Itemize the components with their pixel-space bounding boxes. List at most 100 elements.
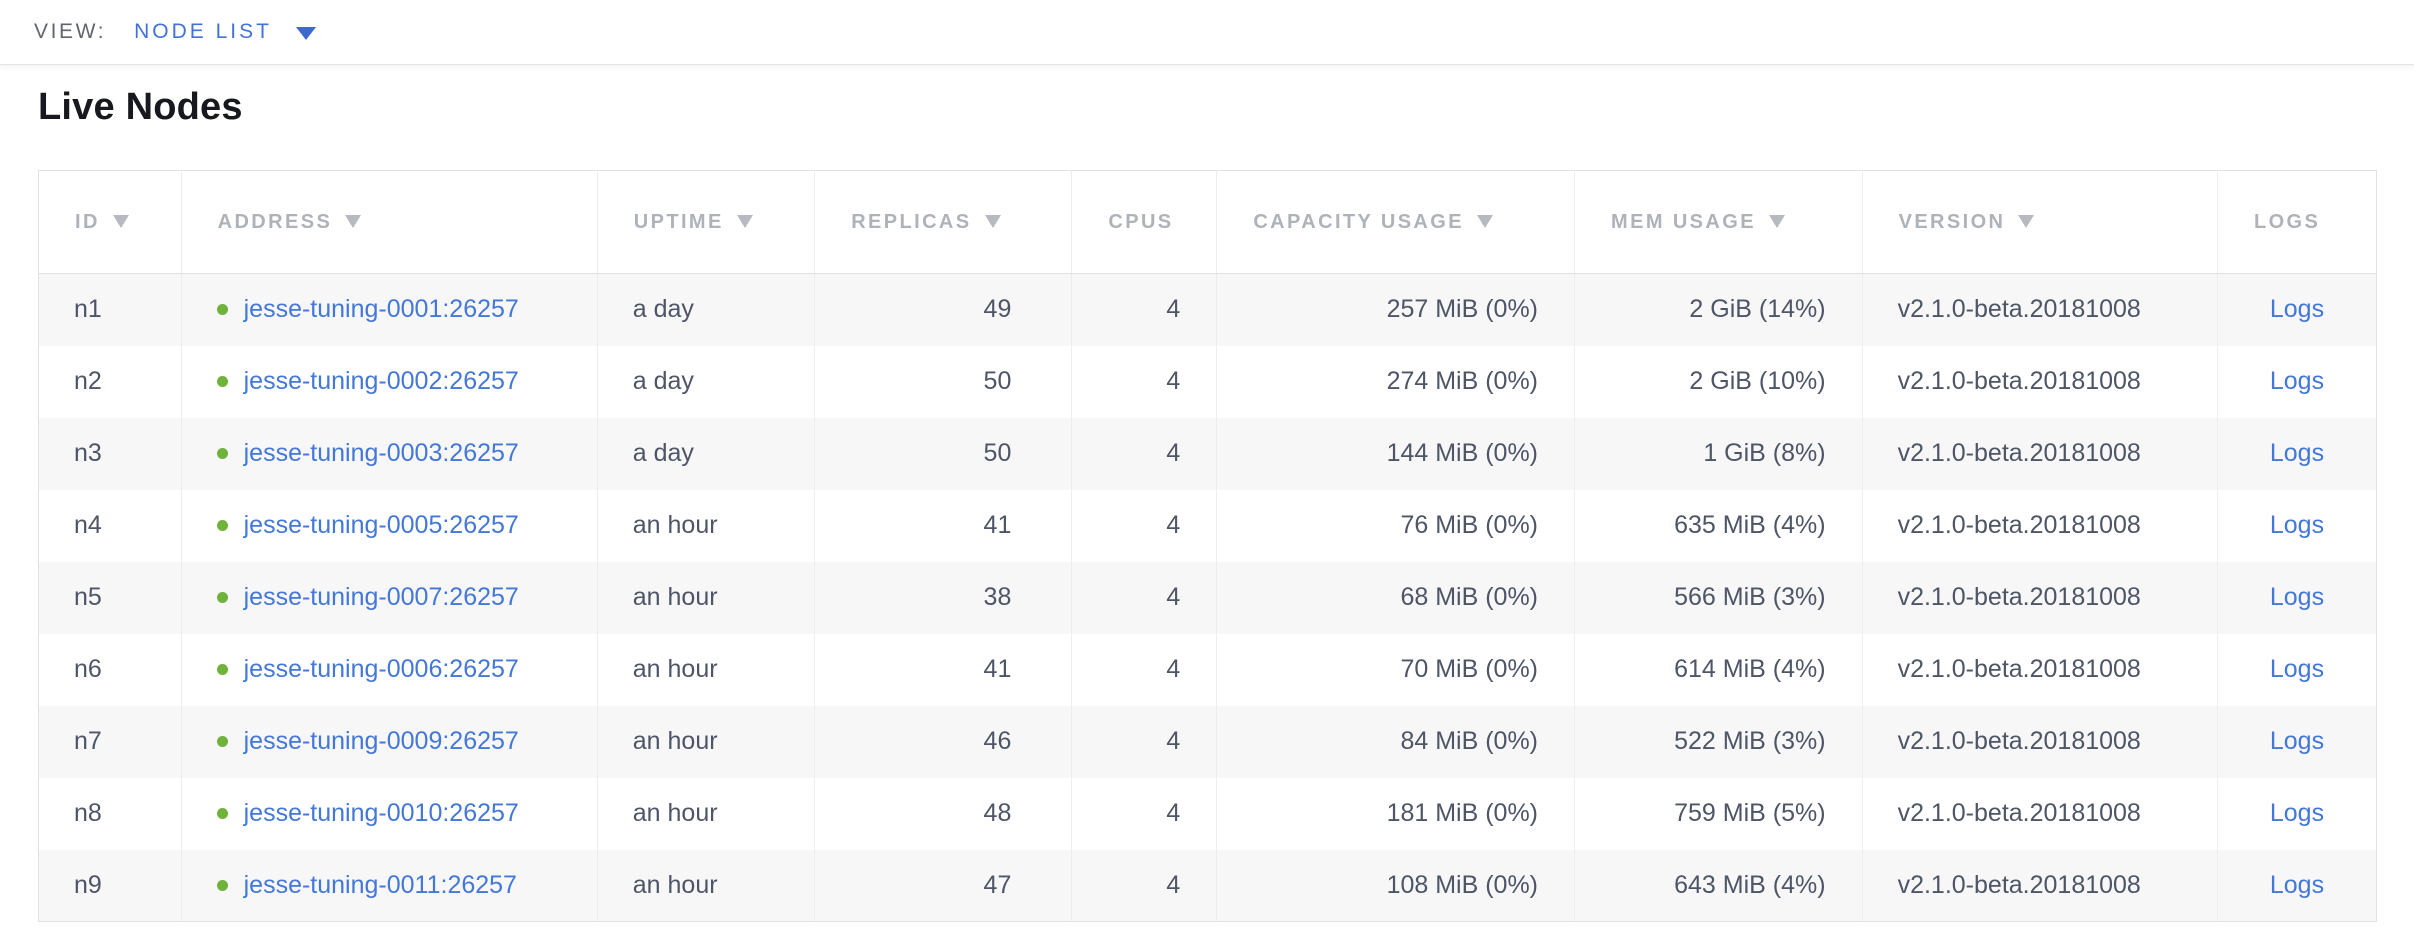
cell-address: jesse-tuning-0007:26257 [181,561,598,634]
cell-mem: 635 MiB (4%) [1574,489,1863,562]
column-header-mem[interactable]: MEM USAGE [1574,170,1863,274]
cell-uptime: a day [597,417,816,490]
cell-capacity: 76 MiB (0%) [1216,489,1576,562]
cell-value: n3 [74,439,102,467]
cell-value: 4 [1166,295,1181,324]
node-logs-link[interactable]: Logs [2269,295,2325,324]
cell-cpus: 4 [1071,705,1218,778]
cell-logs: Logs [2217,345,2377,418]
live-status-dot [216,592,228,603]
cell-value: v2.1.0-beta.20181008 [1897,511,2141,539]
cell-logs: Logs [2217,417,2377,490]
cell-version: v2.1.0-beta.20181008 [1862,633,2218,706]
column-header-capacity[interactable]: CAPACITY USAGE [1216,170,1576,274]
node-address-link[interactable]: jesse-tuning-0005:26257 [243,511,519,539]
address-cell: jesse-tuning-0009:26257 [216,727,597,756]
cell-value: n6 [74,655,102,683]
cell-value: a day [632,295,694,324]
node-address-link[interactable]: jesse-tuning-0003:26257 [243,439,519,467]
node-logs-link[interactable]: Logs [2269,799,2325,827]
node-logs-link[interactable]: Logs [2269,727,2325,755]
live-status-dot [216,304,228,316]
column-header-label: UPTIME [633,210,724,233]
cell-logs: Logs [2217,561,2377,634]
cell-value: 4 [1166,870,1181,899]
cell-mem: 759 MiB (5%) [1574,777,1863,850]
cell-value: an hour [632,870,718,899]
column-header-label: ADDRESS [217,210,333,233]
cell-mem: 522 MiB (3%) [1574,705,1863,778]
view-selector-dropdown[interactable]: NODE LIST [134,20,316,44]
node-address-link[interactable]: jesse-tuning-0006:26257 [243,655,519,683]
column-header-version[interactable]: VERSION [1862,170,2218,274]
cell-version: v2.1.0-beta.20181008 [1862,561,2218,634]
node-logs-link[interactable]: Logs [2269,367,2325,395]
node-address-link[interactable]: jesse-tuning-0009:26257 [243,727,519,755]
cell-id: n7 [38,705,182,778]
node-address-link[interactable]: jesse-tuning-0011:26257 [243,870,517,899]
cell-value: v2.1.0-beta.20181008 [1897,439,2141,467]
cell-capacity: 181 MiB (0%) [1216,777,1576,850]
node-address-link[interactable]: jesse-tuning-0001:26257 [243,295,519,324]
cell-logs: Logs [2217,633,2377,706]
cell-version: v2.1.0-beta.20181008 [1862,489,2218,562]
cell-version: v2.1.0-beta.20181008 [1862,849,2218,922]
cell-value: n4 [74,511,102,539]
node-logs-link[interactable]: Logs [2269,583,2325,611]
column-header-logs: LOGS [2217,170,2377,274]
table-row: n9 jesse-tuning-0011:26257 an hour 47 4 108 M… [38,849,2377,922]
live-status-dot [216,448,228,459]
cell-value: 38 [983,583,1012,611]
sort-desc-icon [984,214,1001,228]
cell-mem: 614 MiB (4%) [1574,633,1863,706]
cell-value: 108 MiB (0%) [1386,870,1539,899]
sort-desc-icon [112,214,129,228]
cell-value: v2.1.0-beta.20181008 [1897,799,2141,827]
node-address-link[interactable]: jesse-tuning-0002:26257 [243,367,519,395]
node-address-link[interactable]: jesse-tuning-0007:26257 [243,583,519,611]
address-cell: jesse-tuning-0007:26257 [216,583,597,612]
table-header-row: ID ADDRESS UPTIME REPLICAS CPUS CAPACITY USAG… [38,170,2377,274]
column-header-label: MEM USAGE [1611,210,1756,233]
column-header-address[interactable]: ADDRESS [181,170,598,274]
cell-version: v2.1.0-beta.20181008 [1862,273,2218,346]
cell-value: n5 [74,583,102,611]
view-bar: VIEW: NODE LIST [0,0,2414,65]
node-address-link[interactable]: jesse-tuning-0010:26257 [243,799,519,827]
cell-value: 76 MiB (0%) [1400,511,1539,539]
view-label: VIEW: [34,20,107,43]
cell-mem: 1 GiB (8%) [1574,417,1863,490]
column-header-label: VERSION [1898,210,2006,233]
cell-capacity: 108 MiB (0%) [1216,849,1576,922]
table-row: n3 jesse-tuning-0003:26257 a day 50 4 144 MiB… [38,417,2377,490]
node-logs-link[interactable]: Logs [2269,511,2325,539]
table-body: n1 jesse-tuning-0001:26257 a day 49 4 257 MiB… [38,273,2377,922]
cell-value: v2.1.0-beta.20181008 [1897,367,2141,395]
column-header-replicas[interactable]: REPLICAS [814,170,1073,274]
cell-id: n6 [38,633,182,706]
cell-value: 144 MiB (0%) [1386,439,1539,467]
cell-replicas: 47 [814,849,1073,922]
cell-cpus: 4 [1071,345,1218,418]
column-header-label: CPUS [1108,210,1174,233]
cell-uptime: an hour [597,849,816,922]
node-logs-link[interactable]: Logs [2269,870,2325,899]
cell-capacity: 257 MiB (0%) [1216,273,1576,346]
cell-value: 84 MiB (0%) [1400,727,1539,755]
column-header-id[interactable]: ID [38,170,182,274]
cell-value: 4 [1166,511,1181,539]
cell-value: 68 MiB (0%) [1400,583,1539,611]
cell-mem: 643 MiB (4%) [1574,849,1863,922]
cell-address: jesse-tuning-0003:26257 [181,417,598,490]
address-cell: jesse-tuning-0010:26257 [216,799,597,828]
sort-desc-icon [736,214,753,228]
node-logs-link[interactable]: Logs [2269,655,2325,683]
live-nodes-table: ID ADDRESS UPTIME REPLICAS CPUS CAPACITY USAG… [38,170,2377,922]
node-logs-link[interactable]: Logs [2269,439,2325,467]
chevron-down-icon [295,27,316,40]
cell-value: an hour [632,583,718,611]
cell-version: v2.1.0-beta.20181008 [1862,345,2218,418]
column-header-uptime[interactable]: UPTIME [597,170,816,274]
table-row: n5 jesse-tuning-0007:26257 an hour 38 4 68 Mi… [38,561,2377,634]
cell-value: 41 [983,511,1012,539]
